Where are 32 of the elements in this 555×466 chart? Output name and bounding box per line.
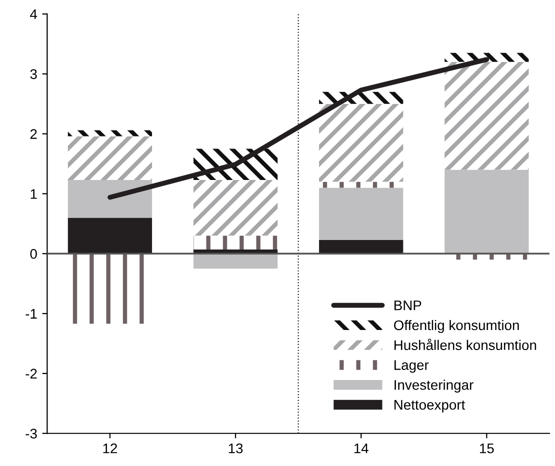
bar bbox=[193, 254, 278, 269]
y-tick-label: 3 bbox=[30, 69, 37, 80]
x-tick-label: 15 bbox=[480, 444, 494, 454]
bar bbox=[193, 180, 278, 236]
y-tick-label: -2 bbox=[26, 368, 37, 378]
legend-label: Lager bbox=[394, 360, 429, 373]
bar bbox=[319, 182, 404, 188]
bar bbox=[444, 62, 529, 170]
bar bbox=[319, 188, 404, 240]
legend-label: Nettoexport bbox=[394, 400, 466, 412]
legend-label: BNP bbox=[394, 300, 422, 310]
y-tick-label: 2 bbox=[30, 129, 37, 139]
y-tick-label: 1 bbox=[30, 189, 37, 199]
bar bbox=[319, 240, 404, 254]
y-tick-label: 4 bbox=[30, 9, 38, 20]
x-tick-label: 12 bbox=[103, 443, 117, 454]
bar bbox=[319, 104, 404, 182]
bar bbox=[68, 180, 152, 218]
y-tick-label: -3 bbox=[26, 428, 37, 439]
x-tick-label: 13 bbox=[228, 443, 243, 454]
y-tick-label: -1 bbox=[26, 309, 37, 319]
legend-label: Investeringar bbox=[394, 380, 474, 393]
bar bbox=[444, 52, 529, 62]
bar bbox=[193, 236, 278, 250]
bar bbox=[68, 218, 152, 254]
legend-label: Offentlig konsumtion bbox=[394, 320, 519, 333]
y-tick-label: 0 bbox=[30, 248, 37, 259]
x-tick-label: 14 bbox=[354, 444, 368, 454]
legend-label: Hushållens konsumtion bbox=[394, 338, 536, 350]
bar bbox=[68, 136, 152, 180]
bar bbox=[68, 130, 152, 136]
bar bbox=[444, 170, 529, 254]
